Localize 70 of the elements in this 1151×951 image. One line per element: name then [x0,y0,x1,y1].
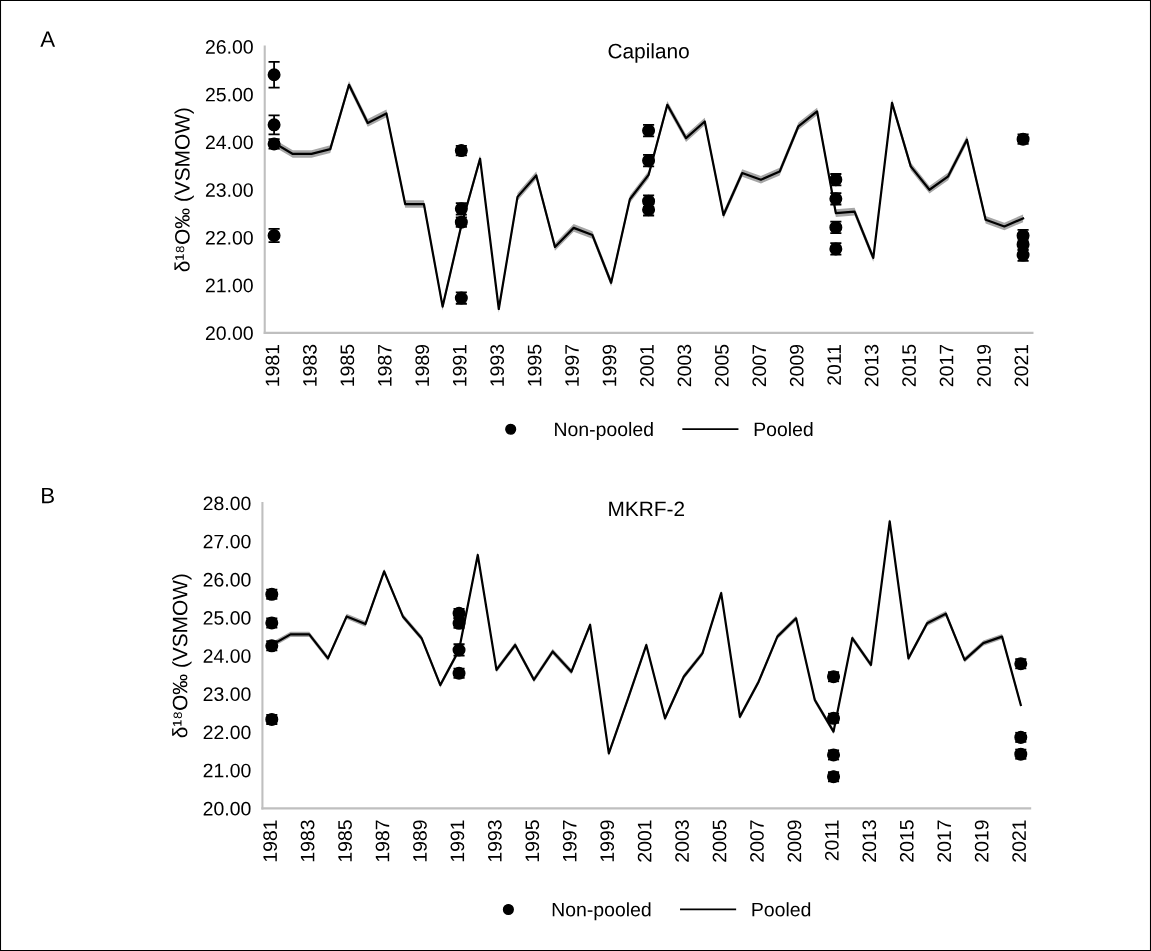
chart-title: MKRF-2 [609,501,685,517]
x-tick-label: 1981 [265,344,280,386]
x-tick-label: 2011 [827,344,842,385]
x-tick-label: 2001 [640,344,654,387]
y-tick-label: 24.00 [203,649,251,663]
x-tick-label: 1991 [452,344,467,386]
y-axis-title: δ¹⁸O‰ (VSMOW) [174,108,194,272]
x-tick-label: 1999 [600,820,615,862]
x-tick-label: 1989 [413,820,427,862]
x-tick-label: 1989 [415,344,430,386]
x-tick-label: 1983 [300,820,315,862]
y-tick-label: 27.00 [203,534,251,549]
x-tick-label: 1999 [602,344,617,386]
y-tick-label: 25.00 [203,611,251,625]
x-tick-label: 1993 [490,344,505,386]
y-tick-label: 21.00 [203,763,251,778]
x-tick-label: 2013 [864,344,879,387]
x-tick-label: 1995 [525,820,540,862]
legend-label: Non-pooled [552,902,651,921]
x-tick-label: 1985 [340,344,355,386]
x-tick-label: 2019 [974,820,989,862]
text: B [42,487,54,504]
y-tick-label: 23.00 [205,183,253,197]
x-tick-label: 1997 [565,344,579,386]
y-axis-title: δ¹⁸O‰ (VSMOW) [172,574,192,738]
y-tick-label: 24.00 [205,135,253,150]
x-tick-label: 1987 [377,344,392,386]
x-tick-label: 1995 [527,344,542,386]
y-tick-label: 20.00 [203,801,251,816]
y-tick-label: 26.00 [203,572,251,587]
legend-label: Pooled [754,421,813,437]
x-tick-label: 2013 [862,820,877,862]
x-tick-label: 2015 [899,820,914,862]
x-tick-label: 1993 [487,820,502,862]
x-tick-label: 2001 [637,820,652,862]
x-tick-label: 2019 [977,344,991,387]
y-tick-label: 20.00 [205,326,253,341]
x-tick-label: 2009 [789,344,804,387]
x-tick-label: 2003 [675,820,689,862]
y-tick-label: 26.00 [205,40,253,54]
y-tick-label: 28.00 [203,496,251,511]
x-tick-label: 2007 [750,820,764,862]
x-tick-label: 2017 [937,820,952,862]
x-tick-label: 2007 [752,344,767,387]
x-tick-label: 1983 [302,344,317,386]
x-tick-label: 2009 [787,820,802,862]
x-tick-label: 2021 [1014,344,1029,387]
chart-title: Capilano [608,43,689,63]
x-tick-label: 1981 [263,820,278,862]
y-tick-label: 22.00 [205,230,253,245]
x-tick-label: 2005 [714,344,729,387]
point [267,68,281,82]
point [267,118,281,132]
x-tick-label: 2011 [824,820,839,861]
x-tick-label: 2021 [1012,820,1026,862]
legend-label: Pooled [752,902,811,917]
y-tick-label: 25.00 [205,87,253,102]
x-tick-label: 2015 [902,344,916,387]
x-tick-label: 1985 [338,820,352,862]
x-tick-label: 1991 [450,820,465,862]
text: A [40,31,56,47]
x-tick-label: 1987 [375,820,390,862]
y-tick-label: 22.00 [203,725,251,740]
x-tick-label: 2005 [712,820,727,862]
x-tick-label: 2003 [677,344,692,387]
y-tick-label: 21.00 [205,278,253,293]
y-tick-label: 23.00 [203,687,251,702]
x-tick-label: 2017 [939,344,954,387]
x-tick-label: 1997 [562,820,577,862]
legend-label: Non-pooled [555,421,653,441]
